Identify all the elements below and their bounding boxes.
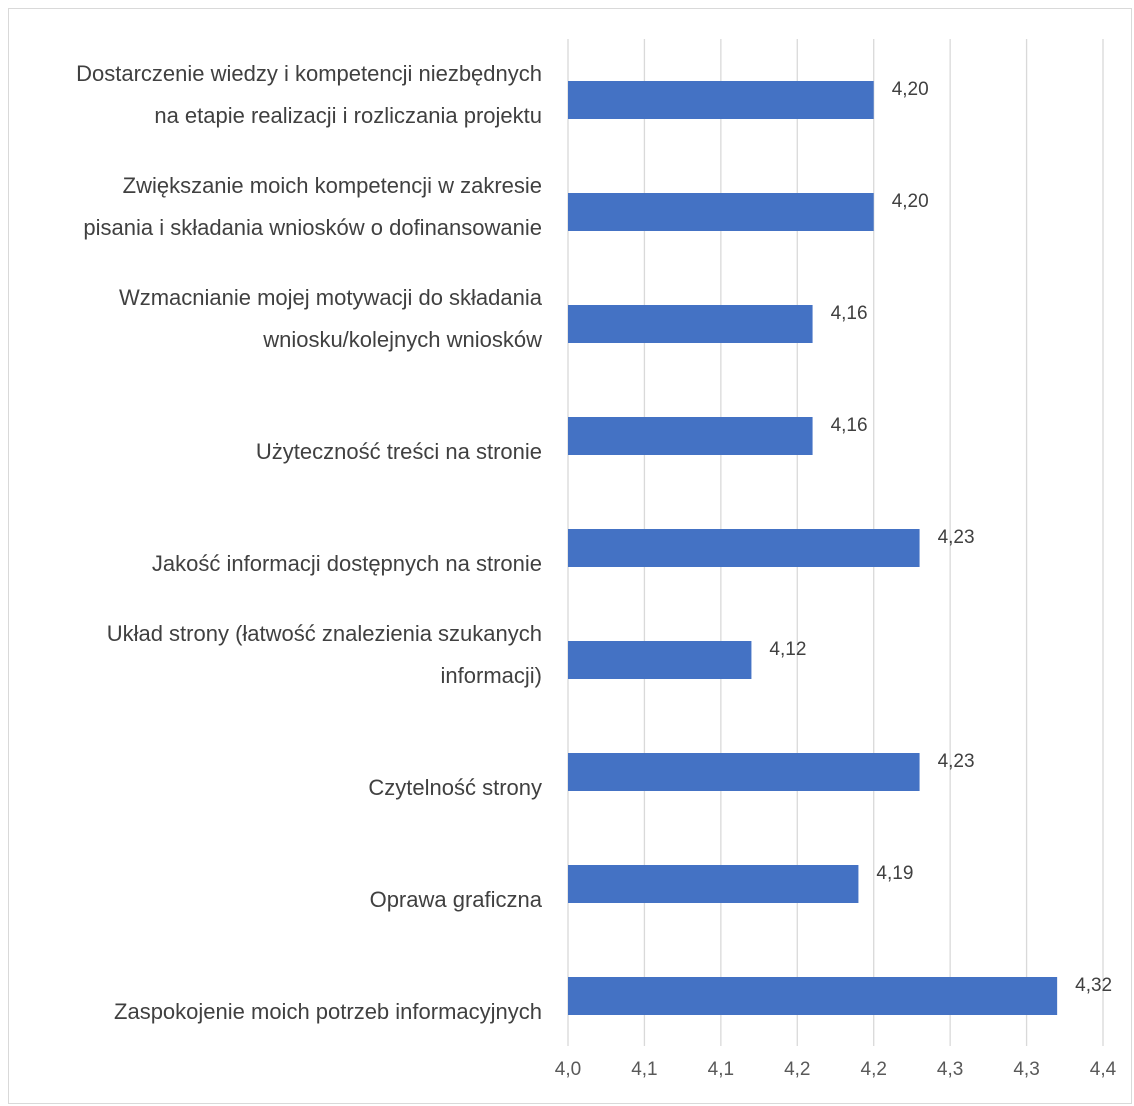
category-label: pisania i składania wniosków o dofinanso… — [83, 215, 542, 240]
bar — [568, 529, 920, 567]
bar — [568, 977, 1058, 1015]
category-label: wniosku/kolejnych wniosków — [262, 327, 542, 352]
category-label: Dostarczenie wiedzy i kompetencji niezbę… — [76, 61, 542, 86]
bars — [568, 81, 1058, 1015]
category-label: informacji) — [441, 663, 542, 688]
x-tick-label: 4,3 — [937, 1059, 963, 1080]
category-labels: Dostarczenie wiedzy i kompetencji niezbę… — [76, 61, 543, 1024]
category-label: Układ strony (łatwość znalezienia szukan… — [107, 621, 542, 646]
bar — [568, 417, 813, 455]
bar — [568, 641, 752, 679]
data-label: 4,12 — [769, 639, 806, 660]
data-label: 4,20 — [892, 79, 929, 100]
x-tick-label: 4,2 — [861, 1059, 887, 1080]
x-tick-label: 4,1 — [631, 1059, 657, 1080]
bar — [568, 865, 859, 903]
category-label: Czytelność strony — [368, 775, 542, 800]
data-label: 4,19 — [876, 863, 913, 884]
category-label: Oprawa graficzna — [370, 887, 543, 912]
x-tick-label: 4,2 — [784, 1059, 810, 1080]
bar — [568, 193, 874, 231]
category-label: Wzmacnianie mojej motywacji do składania — [119, 285, 543, 310]
data-label: 4,16 — [831, 303, 868, 324]
bar — [568, 81, 874, 119]
chart-frame: Dostarczenie wiedzy i kompetencji niezbę… — [8, 8, 1132, 1104]
bar — [568, 305, 813, 343]
value-labels: 4,20 4,20 4,16 4,16 4,23 4,12 4,23 4,19 4,32 — [769, 79, 1112, 996]
category-label: Jakość informacji dostępnych na stronie — [152, 551, 542, 576]
bar — [568, 753, 920, 791]
x-axis-ticks: 4,0 4,1 4,1 4,2 4,2 4,3 4,3 4,4 — [555, 1059, 1117, 1080]
bar-chart: Dostarczenie wiedzy i kompetencji niezbę… — [76, 39, 1117, 1080]
data-label: 4,23 — [938, 527, 975, 548]
data-label: 4,23 — [938, 751, 975, 772]
category-label: Zaspokojenie moich potrzeb informacyjnyc… — [114, 999, 542, 1024]
category-label: Użyteczność treści na stronie — [256, 439, 542, 464]
x-tick-label: 4,0 — [555, 1059, 581, 1080]
x-tick-label: 4,1 — [708, 1059, 734, 1080]
data-label: 4,32 — [1075, 975, 1112, 996]
x-tick-label: 4,4 — [1090, 1059, 1117, 1080]
data-label: 4,20 — [892, 191, 929, 212]
category-label: na etapie realizacji i rozliczania proje… — [154, 103, 542, 128]
x-tick-label: 4,3 — [1013, 1059, 1039, 1080]
category-label: Zwiększanie moich kompetencji w zakresie — [123, 173, 542, 198]
data-label: 4,16 — [831, 415, 868, 436]
